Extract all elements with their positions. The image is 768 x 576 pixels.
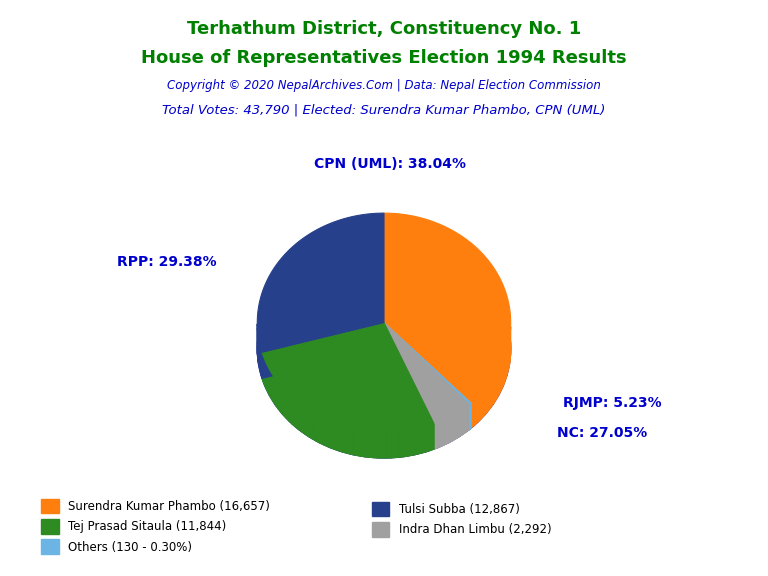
Polygon shape <box>483 386 487 416</box>
Polygon shape <box>352 429 356 455</box>
Polygon shape <box>409 429 413 456</box>
Polygon shape <box>437 422 438 448</box>
Text: Total Votes: 43,790 | Elected: Surendra Kumar Phambo, CPN (UML): Total Votes: 43,790 | Elected: Surendra … <box>162 104 606 117</box>
Polygon shape <box>436 422 437 448</box>
Polygon shape <box>305 408 309 437</box>
Polygon shape <box>286 392 290 421</box>
Polygon shape <box>374 431 378 458</box>
Polygon shape <box>479 391 483 421</box>
Text: House of Representatives Election 1994 Results: House of Representatives Election 1994 R… <box>141 49 627 67</box>
Text: RJMP: 5.23%: RJMP: 5.23% <box>562 396 661 410</box>
Polygon shape <box>504 353 505 384</box>
Polygon shape <box>313 413 316 441</box>
Polygon shape <box>257 213 384 353</box>
Polygon shape <box>262 323 384 378</box>
Legend: Surendra Kumar Phambo (16,657), Tej Prasad Sitaula (11,844), Others (130 - 0.30%: Surendra Kumar Phambo (16,657), Tej Pras… <box>37 494 275 559</box>
Polygon shape <box>302 406 305 434</box>
Legend: Tulsi Subba (12,867), Indra Dhan Limbu (2,292): Tulsi Subba (12,867), Indra Dhan Limbu (… <box>367 497 556 541</box>
Polygon shape <box>309 411 313 439</box>
Polygon shape <box>384 323 468 423</box>
Polygon shape <box>356 429 361 456</box>
Ellipse shape <box>257 239 511 458</box>
Polygon shape <box>274 377 276 406</box>
Polygon shape <box>276 380 279 409</box>
Text: RPP: 29.38%: RPP: 29.38% <box>118 255 217 270</box>
Polygon shape <box>290 395 292 424</box>
Polygon shape <box>268 366 270 396</box>
Polygon shape <box>378 432 382 458</box>
Polygon shape <box>281 386 283 415</box>
Polygon shape <box>292 398 296 427</box>
Polygon shape <box>435 422 436 449</box>
Polygon shape <box>296 401 299 429</box>
Polygon shape <box>262 353 263 382</box>
Polygon shape <box>316 415 319 443</box>
Polygon shape <box>471 399 475 429</box>
Polygon shape <box>260 344 261 374</box>
Polygon shape <box>259 340 260 370</box>
Polygon shape <box>502 358 504 389</box>
Text: CPN (UML): 38.04%: CPN (UML): 38.04% <box>314 157 465 171</box>
Polygon shape <box>265 359 266 389</box>
Polygon shape <box>382 432 387 458</box>
Polygon shape <box>365 431 369 457</box>
Polygon shape <box>438 422 439 448</box>
Polygon shape <box>490 378 494 408</box>
Polygon shape <box>434 423 435 449</box>
Polygon shape <box>505 348 508 379</box>
Text: Terhathum District, Constituency No. 1: Terhathum District, Constituency No. 1 <box>187 20 581 38</box>
Polygon shape <box>384 323 434 449</box>
Polygon shape <box>475 395 479 425</box>
Polygon shape <box>497 368 499 399</box>
Text: Copyright © 2020 NepalArchives.Com | Data: Nepal Election Commission: Copyright © 2020 NepalArchives.Com | Dat… <box>167 79 601 93</box>
Polygon shape <box>262 323 434 432</box>
Polygon shape <box>331 422 336 449</box>
Text: NC: 27.05%: NC: 27.05% <box>557 426 647 440</box>
Polygon shape <box>391 431 396 458</box>
Polygon shape <box>384 323 471 404</box>
Polygon shape <box>387 432 391 458</box>
Polygon shape <box>361 430 365 457</box>
Polygon shape <box>425 425 430 452</box>
Polygon shape <box>283 389 286 418</box>
Polygon shape <box>343 426 348 453</box>
Polygon shape <box>487 382 490 412</box>
Polygon shape <box>508 338 509 369</box>
Polygon shape <box>413 428 417 455</box>
Polygon shape <box>384 323 471 429</box>
Polygon shape <box>400 431 404 457</box>
Polygon shape <box>404 430 409 457</box>
Polygon shape <box>263 356 265 385</box>
Polygon shape <box>417 427 422 454</box>
Polygon shape <box>430 423 434 450</box>
Polygon shape <box>348 427 352 454</box>
Polygon shape <box>339 425 343 452</box>
Polygon shape <box>261 348 262 378</box>
Polygon shape <box>266 363 268 392</box>
Polygon shape <box>369 431 374 457</box>
Polygon shape <box>319 417 323 445</box>
Polygon shape <box>272 373 274 403</box>
Polygon shape <box>384 213 511 403</box>
Polygon shape <box>336 423 339 451</box>
Polygon shape <box>494 373 497 404</box>
Polygon shape <box>299 403 302 432</box>
Polygon shape <box>270 370 272 399</box>
Polygon shape <box>279 383 281 412</box>
Polygon shape <box>323 419 327 446</box>
Polygon shape <box>499 363 502 394</box>
Polygon shape <box>396 431 400 457</box>
Polygon shape <box>327 420 331 448</box>
Polygon shape <box>422 426 425 453</box>
Polygon shape <box>384 323 468 430</box>
